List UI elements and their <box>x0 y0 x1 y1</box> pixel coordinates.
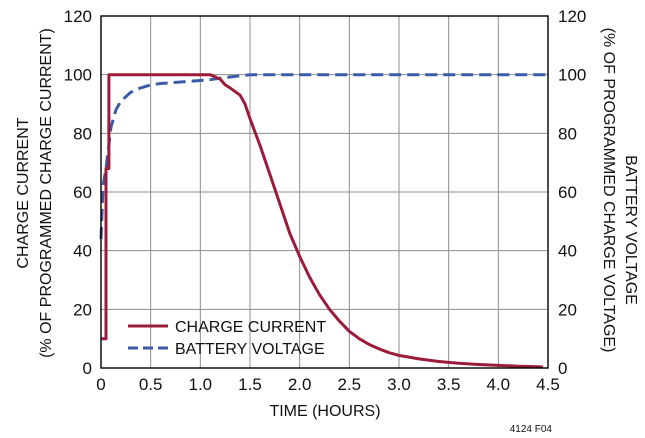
left-y-tick-label: 20 <box>73 300 92 319</box>
left-y-tick-labels: 0 20 40 60 80 100 120 <box>64 7 92 378</box>
x-tick-label: 3.5 <box>437 375 461 394</box>
x-tick-labels: 0 0.5 1.0 1.5 2.0 2.5 3.0 3.5 4.0 4.5 <box>96 375 560 394</box>
x-tick-label: 3.0 <box>387 375 411 394</box>
series-line-charge-current <box>101 73 544 369</box>
figure-code: 4124 F04 <box>510 424 553 435</box>
left-axis-title-line1: CHARGE CURRENT <box>15 117 32 268</box>
left-y-tick-label: 120 <box>64 7 92 26</box>
left-y-tick-label: 80 <box>73 124 92 143</box>
x-tick-label: 0 <box>96 375 105 394</box>
right-y-tick-label: 40 <box>558 242 577 261</box>
x-tick-label: 0.5 <box>139 375 163 394</box>
left-y-tick-label: 0 <box>83 359 92 378</box>
legend-label-charge-current: CHARGE CURRENT <box>175 319 326 336</box>
plot-frame <box>100 15 549 369</box>
legend-label-battery-voltage: BATTERY VOLTAGE <box>175 341 325 358</box>
x-tick-label: 4.5 <box>536 375 560 394</box>
x-tick-label: 2.0 <box>288 375 312 394</box>
right-y-tick-label: 80 <box>558 124 577 143</box>
left-axis-title-line2: (% OF PROGRAMMED CHARGE CURRENT) <box>38 28 55 358</box>
right-y-tick-label: 0 <box>558 359 567 378</box>
grid-lines <box>101 16 548 368</box>
series-line-battery-voltage <box>99 73 548 239</box>
right-y-tick-label: 100 <box>558 66 586 85</box>
x-tick-label: 1.5 <box>238 375 262 394</box>
x-axis-title: TIME (HOURS) <box>269 403 380 420</box>
right-y-tick-labels: 0 20 40 60 80 100 120 <box>558 7 586 378</box>
right-axis-title-line2: (% OF PROGRAMMED CHARGE VOLTAGE) <box>600 28 617 353</box>
right-y-tick-label: 120 <box>558 7 586 26</box>
right-y-tick-label: 20 <box>558 300 577 319</box>
x-tick-label: 4.0 <box>487 375 511 394</box>
x-tick-label: 1.0 <box>189 375 213 394</box>
left-y-tick-label: 60 <box>73 183 92 202</box>
series-layer <box>99 73 548 369</box>
right-axis-title-line1: BATTERY VOLTAGE <box>622 155 639 305</box>
x-tick-label: 2.5 <box>338 375 362 394</box>
left-y-tick-label: 40 <box>73 242 92 261</box>
left-y-tick-label: 100 <box>64 66 92 85</box>
right-y-tick-label: 60 <box>558 183 577 202</box>
legend: CHARGE CURRENT BATTERY VOLTAGE <box>128 319 326 358</box>
